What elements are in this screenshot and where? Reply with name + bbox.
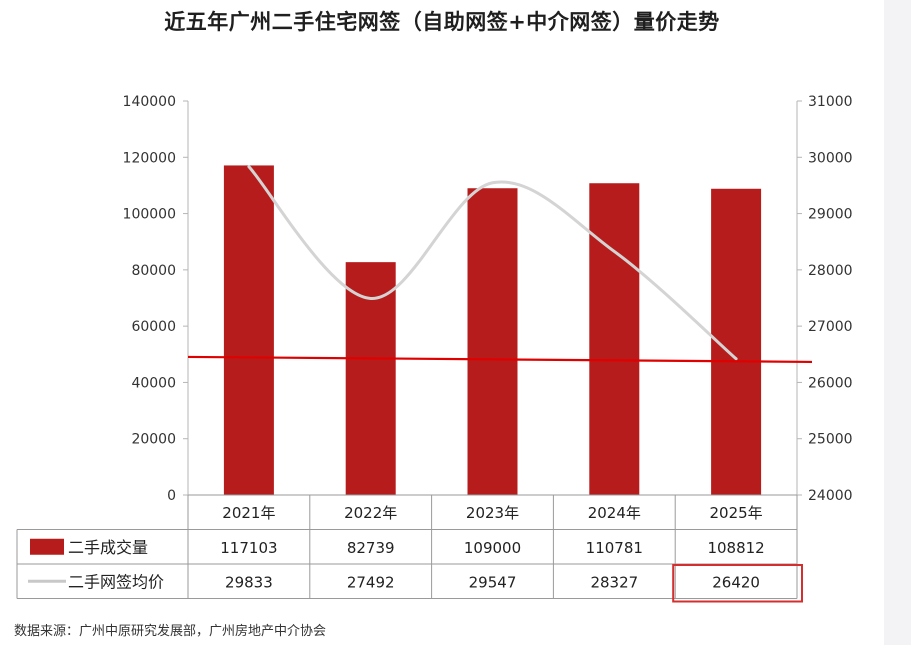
table-price-3: 29547 <box>469 573 517 591</box>
price-line <box>247 165 738 361</box>
y-left-tick-label-7: 120000 <box>123 150 176 166</box>
bar-3 <box>467 188 518 495</box>
x-tick-label-4: 2024年 <box>588 504 641 522</box>
y-right-tick-label-8: 31000 <box>808 94 853 110</box>
x-tick-label-1: 2021年 <box>222 504 275 522</box>
chart-title: 近五年广州二手住宅网签（自助网签+中介网签）量价走势 <box>164 10 720 34</box>
y-left-tick-label-5: 80000 <box>131 263 176 279</box>
y-right-tick-label-5: 28000 <box>808 263 853 279</box>
table-price-4: 28327 <box>590 573 638 591</box>
y-right-tick-label-4: 27000 <box>808 319 853 335</box>
legend-swatch-bars <box>30 538 64 555</box>
bar-1 <box>223 165 274 495</box>
x-tick-label-3: 2023年 <box>466 504 519 522</box>
table-price-5: 26420 <box>712 573 760 591</box>
y-left-tick-label-8: 140000 <box>123 94 176 110</box>
legend-label-bars: 二手成交量 <box>68 538 148 557</box>
y-left-tick-label-2: 20000 <box>131 432 176 448</box>
y-right-tick-label-1: 24000 <box>808 488 853 504</box>
y-left-tick-label-6: 100000 <box>123 207 176 223</box>
reference-line <box>187 355 813 364</box>
x-tick-label-2: 2022年 <box>344 504 397 522</box>
bar-4 <box>589 183 640 495</box>
x-tick-label-5: 2025年 <box>710 504 763 522</box>
table-volume-4: 110781 <box>586 539 643 557</box>
data-source: 数据来源：广州中原研究发展部，广州房地产中介协会 <box>14 624 327 639</box>
y-right-tick-label-3: 26000 <box>808 375 853 391</box>
highlight-box <box>672 564 804 603</box>
bar-2 <box>345 262 396 495</box>
y-right-tick-label-7: 30000 <box>808 150 853 166</box>
table-volume-1: 117103 <box>220 539 277 557</box>
legend-label-line: 二手网签均价 <box>68 572 164 591</box>
table-price-2: 27492 <box>347 573 395 591</box>
table-volume-3: 109000 <box>464 539 521 557</box>
y-right-tick-label-6: 29000 <box>808 207 853 223</box>
table-volume-5: 108812 <box>707 539 764 557</box>
chart: 0 20000 40000 60000 80000 100000 120000 140000 2… <box>16 94 853 603</box>
right-edge-strip <box>884 0 911 645</box>
table-volume-2: 82739 <box>347 539 395 557</box>
y-left-tick-label-3: 40000 <box>131 375 176 391</box>
y-left-tick-label-1: 0 <box>167 488 176 504</box>
y-right-tick-label-2: 25000 <box>808 432 853 448</box>
y-left-tick-label-4: 60000 <box>131 319 176 335</box>
table-price-1: 29833 <box>225 573 273 591</box>
